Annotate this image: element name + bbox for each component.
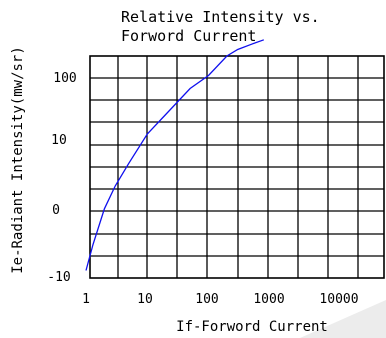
x-axis-label: If-Forword Current	[176, 319, 328, 335]
x-tick-label: 100	[195, 292, 218, 307]
series-group	[85, 39, 265, 271]
y-axis-label: Ie-Radiant Intensity(mw/sr)	[10, 46, 26, 274]
y-tick-label: -10	[47, 270, 70, 285]
y-tick-label: 100	[53, 71, 76, 86]
x-tick-label: 10	[137, 292, 153, 307]
x-tick-labels: 1 10 100 1000 10000	[82, 292, 358, 307]
x-tick-label: 1	[82, 292, 90, 307]
series-line	[85, 39, 265, 271]
plot-frame	[89, 55, 385, 279]
y-tick-labels: 100 10 0 -10	[47, 71, 76, 285]
y-tick-label: 10	[51, 133, 67, 148]
chart-title-line2: Forword Current	[121, 27, 256, 45]
x-tick-label: 10000	[319, 292, 358, 307]
watermark-shape	[300, 300, 386, 338]
y-tick-label: 0	[52, 203, 60, 218]
x-tick-label: 1000	[253, 292, 284, 307]
chart-title-line1: Relative Intensity vs.	[121, 8, 320, 26]
plot-grid	[90, 56, 384, 278]
